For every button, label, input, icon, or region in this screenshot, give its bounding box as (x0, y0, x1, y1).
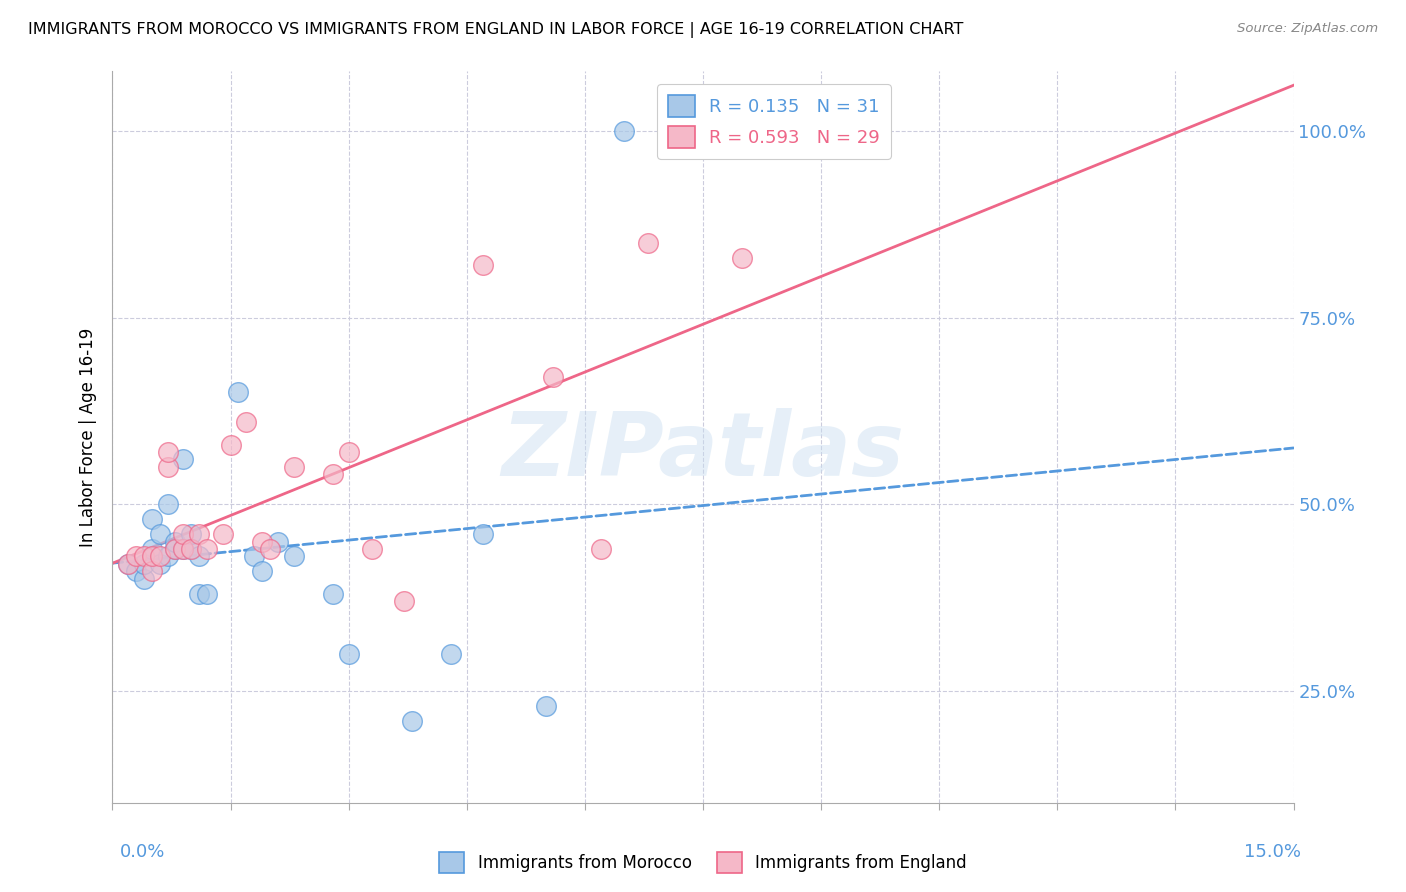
Point (117, 557, 139, 571)
Point (188, 587, 211, 601)
Point (172, 527, 194, 541)
Text: 15.0%: 15.0% (1243, 843, 1301, 861)
Point (188, 527, 211, 541)
Point (250, 565, 273, 579)
Text: ZIPatlas: ZIPatlas (502, 409, 904, 495)
Legend: Immigrants from Morocco, Immigrants from England: Immigrants from Morocco, Immigrants from… (433, 846, 973, 880)
Point (283, 549, 305, 564)
Y-axis label: In Labor Force | Age 16-19: In Labor Force | Age 16-19 (79, 327, 97, 547)
Point (613, 124, 636, 138)
Point (156, 497, 179, 511)
Point (180, 542, 202, 557)
Point (228, 385, 250, 400)
Point (132, 557, 155, 571)
Point (322, 467, 344, 482)
Legend: R = 0.135   N = 31, R = 0.593   N = 29: R = 0.135 N = 31, R = 0.593 N = 29 (657, 84, 891, 159)
Point (440, 647, 463, 661)
Point (243, 549, 266, 564)
Point (125, 565, 148, 579)
Point (156, 445, 179, 459)
Point (337, 445, 360, 459)
Point (141, 549, 163, 564)
Text: IMMIGRANTS FROM MOROCCO VS IMMIGRANTS FROM ENGLAND IN LABOR FORCE | AGE 16-19 CO: IMMIGRANTS FROM MOROCCO VS IMMIGRANTS FR… (28, 22, 963, 38)
Point (589, 542, 612, 557)
Point (219, 437, 242, 451)
Point (283, 459, 305, 474)
Point (195, 542, 218, 557)
Point (156, 549, 179, 564)
Point (149, 527, 172, 541)
Point (543, 370, 565, 384)
Point (172, 542, 194, 557)
Point (188, 549, 211, 564)
Point (165, 534, 187, 549)
Point (141, 512, 163, 526)
Text: 0.0%: 0.0% (120, 843, 165, 861)
Point (172, 452, 194, 467)
Point (361, 542, 384, 557)
Point (637, 235, 659, 250)
Point (141, 542, 163, 557)
Point (267, 534, 290, 549)
Point (165, 542, 187, 557)
Point (180, 542, 202, 557)
Point (259, 542, 281, 557)
Point (534, 698, 557, 713)
Point (471, 527, 494, 541)
Point (132, 549, 155, 564)
Point (117, 557, 139, 571)
Point (322, 587, 344, 601)
Text: Source: ZipAtlas.com: Source: ZipAtlas.com (1237, 22, 1378, 36)
Point (132, 572, 155, 586)
Point (180, 527, 202, 541)
Point (125, 549, 148, 564)
Point (337, 647, 360, 661)
Point (235, 415, 257, 429)
Point (731, 251, 754, 265)
Point (195, 587, 218, 601)
Point (141, 565, 163, 579)
Point (149, 549, 172, 564)
Point (156, 459, 179, 474)
Point (401, 714, 423, 728)
Point (172, 542, 194, 557)
Point (211, 527, 233, 541)
Point (149, 557, 172, 571)
Point (165, 542, 187, 557)
Point (471, 259, 494, 273)
Point (250, 534, 273, 549)
Point (392, 594, 415, 608)
